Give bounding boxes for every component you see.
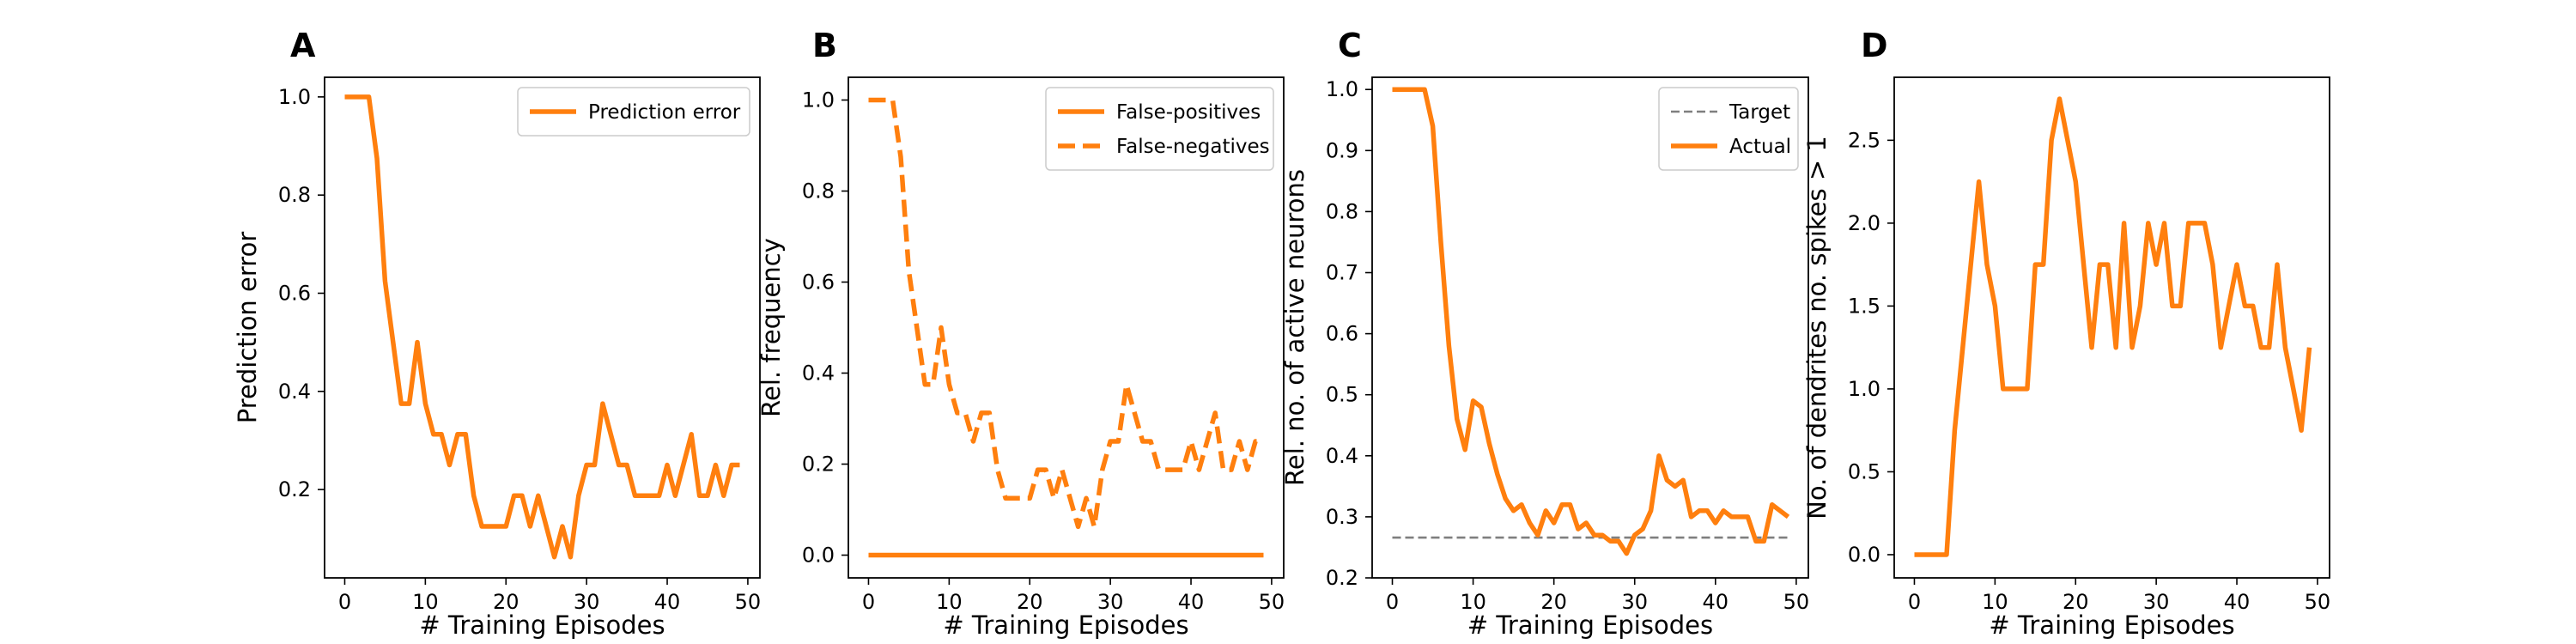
legend-box [1045, 87, 1274, 171]
axes-frame [1893, 76, 2330, 579]
y-tick-label: 0.0 [1848, 543, 1880, 567]
y-tick-label: 1.0 [278, 85, 311, 109]
panel-letter: C [1338, 27, 1362, 64]
legend: False-positives False-negatives [1045, 87, 1274, 171]
series-lines [344, 94, 740, 560]
x-axis-label: # Training Episodes [943, 611, 1188, 640]
legend-label: Target [1728, 101, 1790, 124]
series-lines [1914, 96, 2312, 557]
y-tick-label: 2.0 [1848, 211, 1880, 235]
series-lines [1392, 87, 1790, 556]
y-tick-label: 0.3 [1326, 505, 1358, 529]
y-tick-label: 0.4 [278, 380, 311, 404]
x-tick-label: 50 [1259, 590, 1285, 614]
x-tick-label: 20 [1017, 590, 1043, 614]
legend: Target Actual [1658, 87, 1799, 171]
legend-label: False-negatives [1116, 136, 1270, 158]
x-tick-label: 40 [1703, 590, 1729, 614]
y-tick-label: 0.5 [1848, 459, 1880, 483]
x-tick-label: 20 [1540, 590, 1567, 614]
y-axis-label: Rel. frequency [756, 238, 786, 417]
series-line-false-negatives [868, 97, 1264, 530]
panel-d: D 0 10 20 30 40 50 0.0 0.5 1.0 1.5 2.0 2.5 # Training… [1802, 27, 2330, 640]
x-tick-label: 10 [936, 590, 963, 614]
x-tick-label: 40 [654, 590, 681, 614]
y-tick-label: 0.8 [802, 179, 835, 204]
panel-letter: B [812, 27, 837, 64]
x-tick-label: 20 [493, 590, 519, 614]
y-tick-label: 0.8 [278, 183, 311, 207]
series-lines [868, 97, 1264, 558]
axes-frame [1371, 76, 1809, 579]
y-tick-label: 0.6 [1326, 322, 1358, 346]
y-tick-label: 0.9 [1326, 138, 1358, 162]
y-tick-label: 0.4 [802, 361, 835, 386]
y-tick-label: 0.2 [802, 453, 835, 477]
y-tick-label: 0.4 [1326, 444, 1358, 468]
axes-frame [848, 76, 1285, 579]
y-tick-label: 1.0 [1848, 377, 1880, 401]
legend-box [517, 87, 750, 137]
y-tick-label: 1.0 [802, 88, 835, 112]
series-line-prediction-error [344, 94, 740, 560]
x-tick-label: 10 [1982, 590, 2008, 614]
y-tick-label: 0.7 [1326, 261, 1358, 285]
x-tick-label: 0 [862, 590, 875, 614]
legend: Prediction error [517, 87, 750, 137]
panel-b: B 0 10 20 30 40 50 0.0 0.2 0.4 0.6 0.8 1.0 # Training… [756, 27, 1285, 640]
y-tick-label: 0.5 [1326, 383, 1358, 407]
axes-frame [324, 76, 761, 579]
y-tick-label: 1.0 [1326, 77, 1358, 101]
x-tick-label: 20 [2063, 590, 2089, 614]
series-line-actual [1392, 87, 1790, 556]
x-axis-label: # Training Episodes [1467, 611, 1713, 640]
x-tick-label: 10 [1460, 590, 1486, 614]
x-tick-label: 40 [1178, 590, 1205, 614]
x-tick-label: 50 [735, 590, 762, 614]
y-axis-label: Rel. no. of active neurons [1280, 169, 1309, 486]
y-tick-label: 0.8 [1326, 199, 1358, 223]
y-tick-label: 1.5 [1848, 294, 1880, 318]
x-tick-label: 0 [338, 590, 351, 614]
x-tick-label: 30 [1621, 590, 1648, 614]
legend-label: False-positives [1116, 101, 1261, 124]
x-axis-label: # Training Episodes [1989, 611, 2234, 640]
x-axis-label: # Training Episodes [419, 611, 665, 640]
x-tick-label: 50 [2305, 590, 2331, 614]
legend-label: Actual [1729, 136, 1791, 158]
panel-letter: A [290, 27, 316, 64]
panel-a: A 0 10 20 30 40 50 0.2 0.4 0.6 0.8 1.0 # Training Ep… [233, 27, 761, 640]
y-tick-label: 0.6 [802, 270, 835, 295]
legend-box [1658, 87, 1799, 171]
x-tick-label: 40 [2224, 590, 2251, 614]
panel-c: C 0 10 20 30 40 50 0.2 0.3 0.4 0.5 0.6 0.7 0.8 0.9 1.0 #… [1280, 27, 1809, 640]
x-tick-label: 30 [574, 590, 600, 614]
y-tick-label: 0.2 [278, 477, 311, 501]
x-tick-label: 10 [412, 590, 439, 614]
y-tick-label: 0.6 [278, 281, 311, 305]
y-tick-label: 2.5 [1848, 128, 1880, 152]
x-tick-label: 0 [1908, 590, 1921, 614]
y-tick-label: 0.0 [802, 544, 835, 568]
legend-label: Prediction error [588, 101, 741, 124]
panel-letter: D [1861, 27, 1888, 64]
x-tick-label: 50 [1783, 590, 1810, 614]
series-line-no-of-dendrites [1914, 96, 2312, 557]
x-tick-label: 0 [1386, 590, 1399, 614]
x-tick-label: 30 [1097, 590, 1124, 614]
y-axis-label: No. of dendrites no. spikes > 1 [1802, 136, 1832, 519]
y-axis-label: Prediction error [233, 232, 262, 424]
x-tick-label: 30 [2143, 590, 2170, 614]
y-tick-label: 0.2 [1326, 566, 1358, 590]
